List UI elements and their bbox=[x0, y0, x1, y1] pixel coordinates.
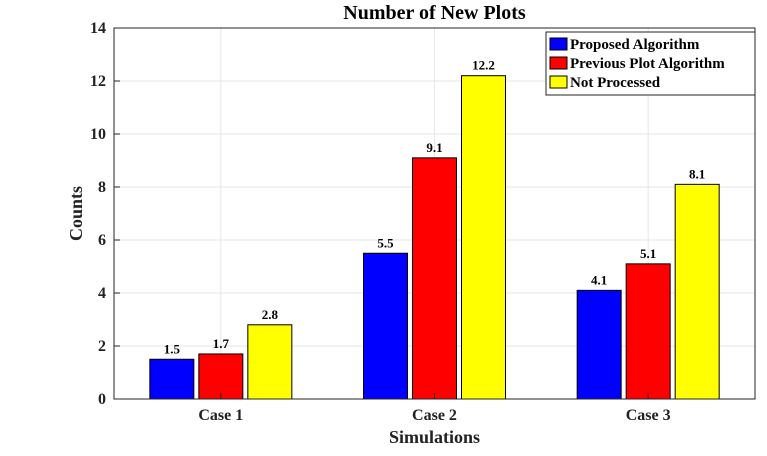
bar bbox=[198, 353, 244, 400]
bar-value-label: 5.1 bbox=[640, 246, 656, 261]
bars bbox=[149, 75, 720, 400]
x-tick-label: Case 3 bbox=[626, 407, 671, 424]
bar bbox=[412, 157, 457, 400]
y-tick-label: 6 bbox=[98, 232, 106, 249]
bar-value-label: 2.8 bbox=[262, 307, 279, 322]
y-tick-label: 4 bbox=[98, 285, 106, 302]
legend-swatch bbox=[549, 37, 568, 51]
bar bbox=[674, 183, 720, 400]
x-tick-label: Case 2 bbox=[412, 407, 457, 424]
legend: Proposed Algorithm Previous Plot Algorith… bbox=[545, 31, 756, 96]
bar bbox=[363, 252, 408, 400]
bar bbox=[247, 324, 293, 400]
bar-value-label: 8.1 bbox=[689, 166, 705, 181]
y-tick-label: 8 bbox=[98, 179, 106, 196]
bar-value-label: 12.2 bbox=[472, 58, 495, 73]
x-axis-ticks: Case 1 Case 2 Case 3 bbox=[198, 393, 671, 424]
bar-value-label: 1.5 bbox=[164, 341, 181, 356]
x-tick-label: Case 1 bbox=[198, 407, 243, 424]
x-axis-title: Simulations bbox=[389, 427, 480, 447]
legend-swatch bbox=[549, 75, 568, 89]
y-tick-label: 10 bbox=[90, 126, 106, 143]
bar-value-label: 9.1 bbox=[426, 140, 442, 155]
bar-value-label: 5.5 bbox=[377, 235, 394, 250]
bar bbox=[576, 289, 622, 400]
legend-label: Proposed Algorithm bbox=[570, 37, 700, 53]
legend-box bbox=[545, 31, 756, 96]
legend-label: Not Processed bbox=[570, 75, 661, 91]
y-axis-ticks: 0 2 4 6 8 10 12 14 bbox=[90, 20, 120, 408]
y-tick-label: 2 bbox=[98, 338, 106, 355]
bar bbox=[625, 263, 671, 400]
y-tick-label: 0 bbox=[98, 391, 106, 408]
bar-value-label: 1.7 bbox=[213, 336, 230, 351]
y-tick-label: 12 bbox=[90, 73, 106, 90]
data-labels: 1.5 5.5 4.1 1.7 9.1 5.1 2.8 12.2 8.1 bbox=[164, 58, 706, 357]
y-tick-label: 14 bbox=[90, 20, 106, 37]
legend-label: Previous Plot Algorithm bbox=[570, 56, 725, 72]
bar-value-label: 4.1 bbox=[591, 272, 607, 287]
bar bbox=[461, 75, 506, 400]
y-axis-title: Counts bbox=[66, 186, 86, 241]
legend-swatch bbox=[549, 56, 568, 70]
chart-title: Number of New Plots bbox=[343, 2, 526, 24]
bar bbox=[149, 358, 195, 400]
